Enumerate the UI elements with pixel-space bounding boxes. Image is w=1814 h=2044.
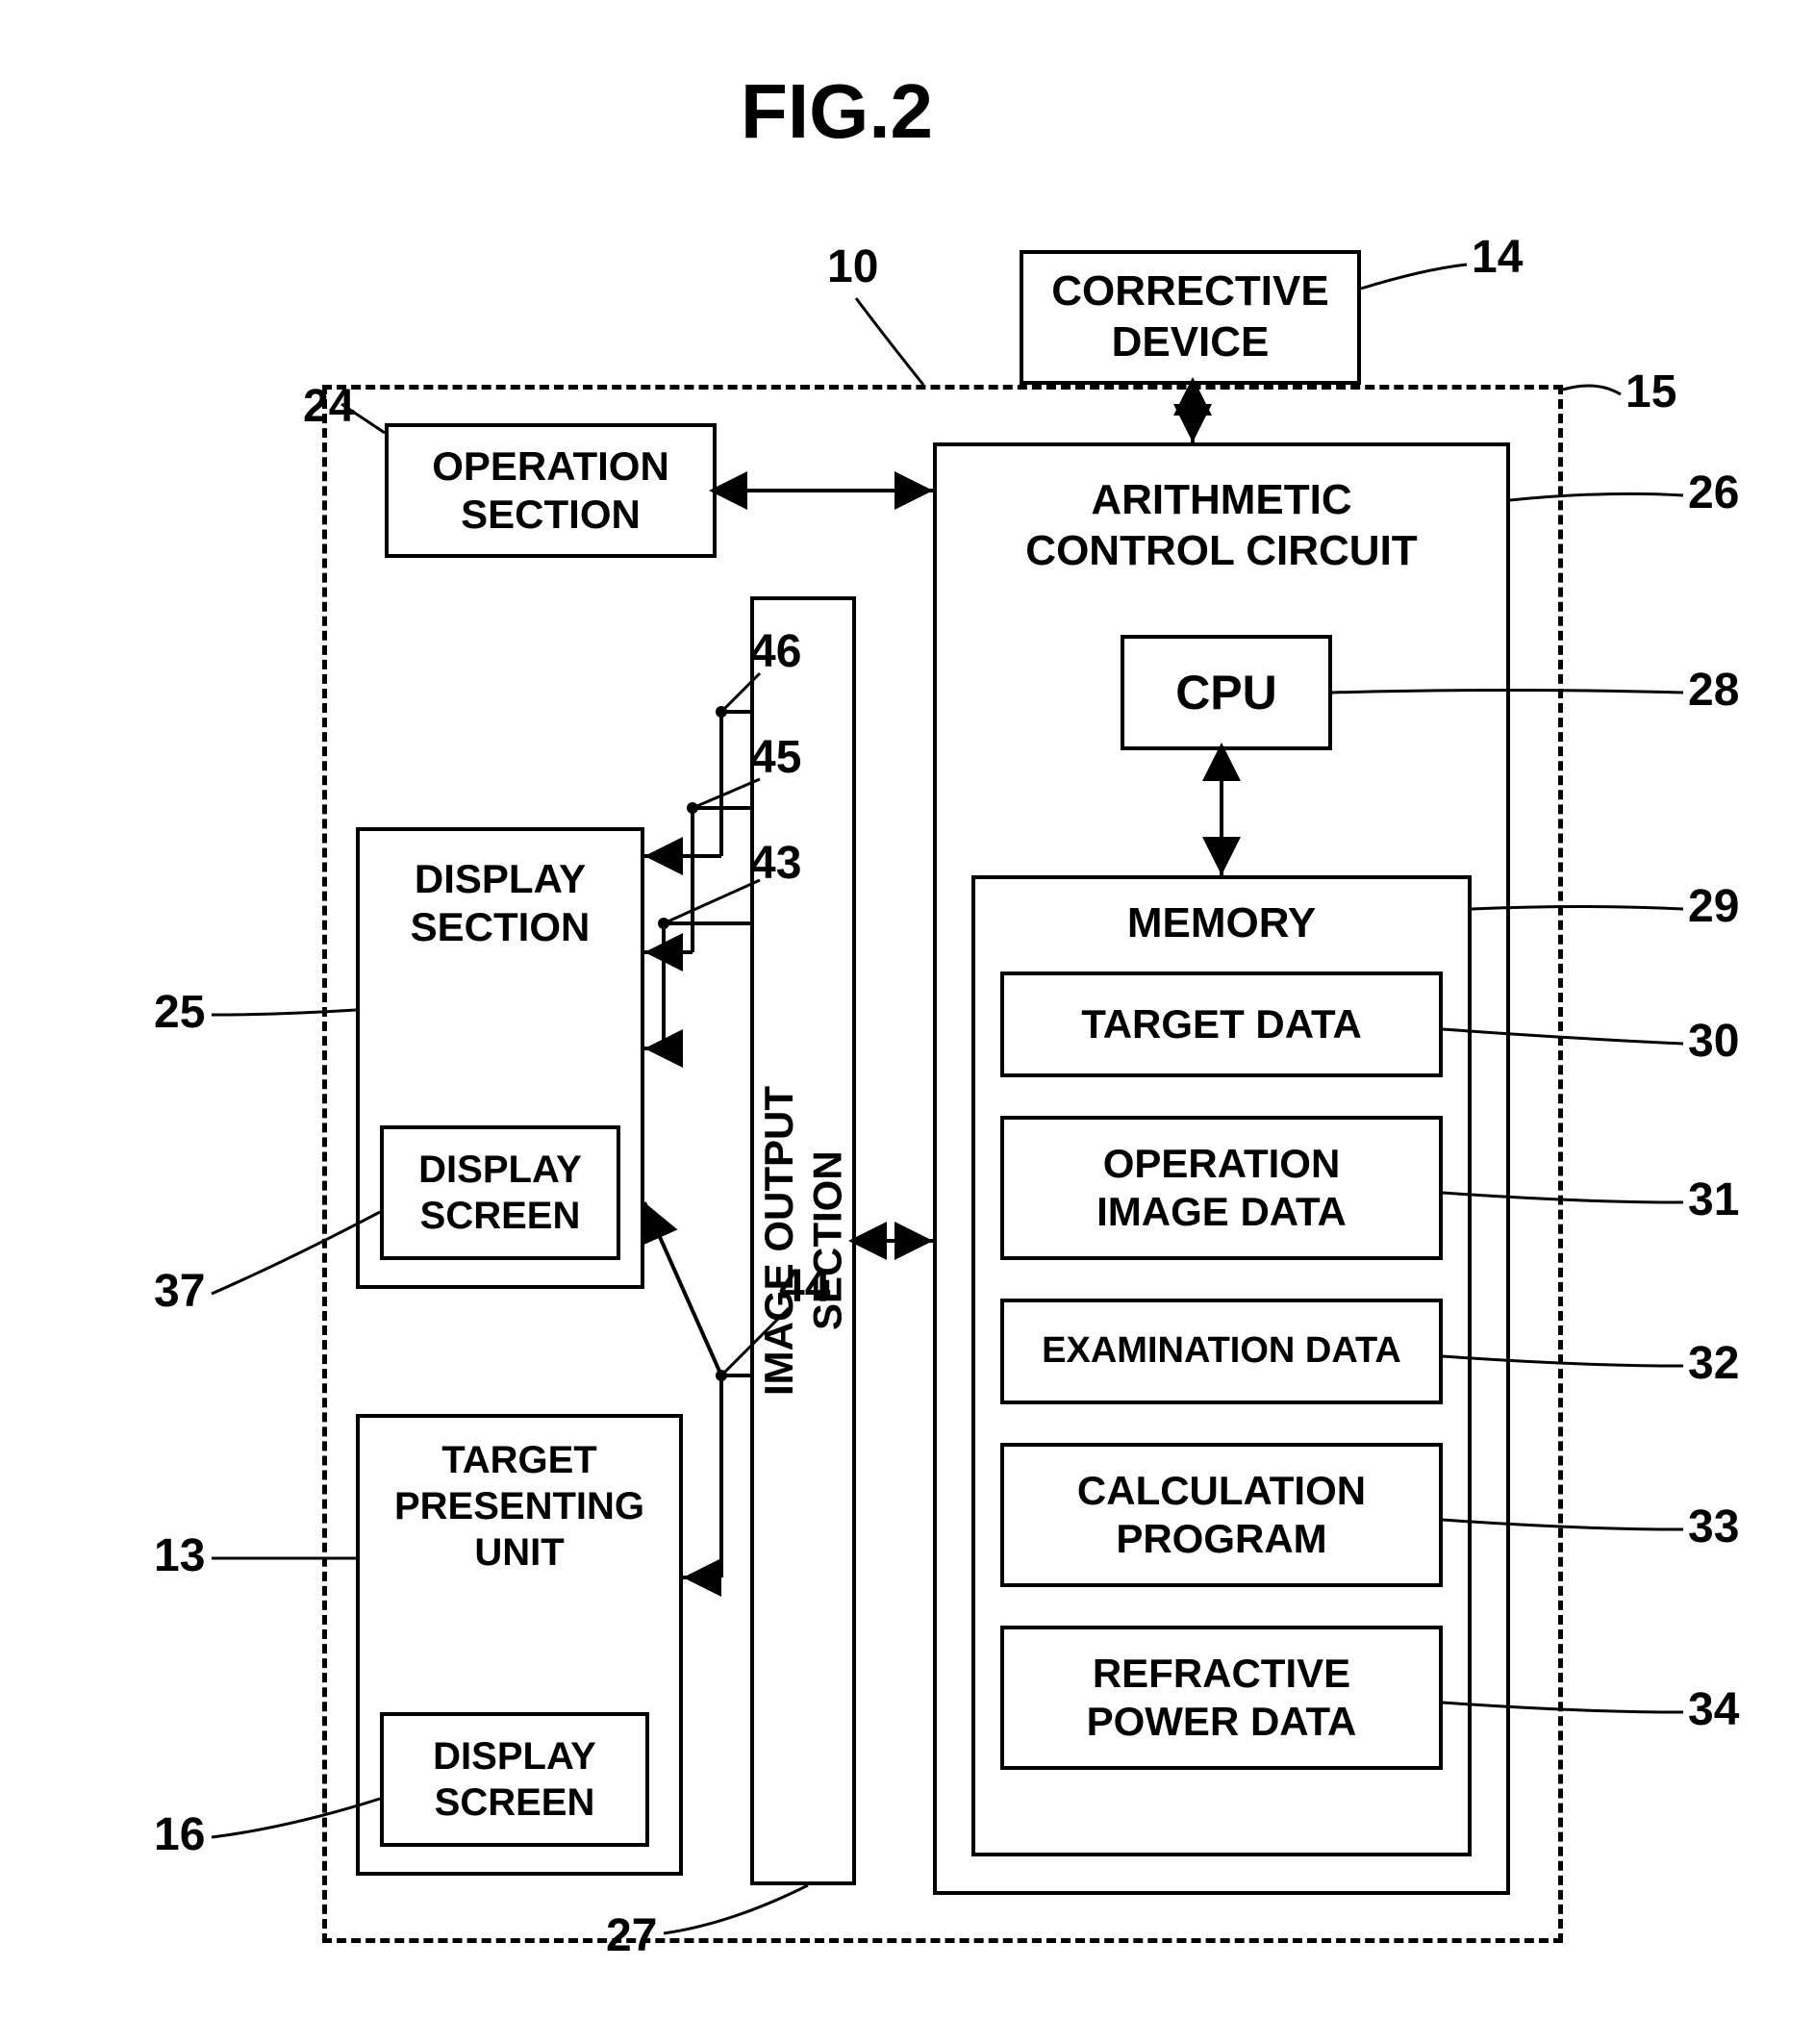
calc-program-label: CALCULATION PROGRAM [1077,1467,1366,1564]
operation-section-box: OPERATION SECTION [385,423,717,558]
ref-33: 33 [1688,1501,1739,1553]
image-output-label: IMAGE OUTPUT SECTION [755,1086,852,1396]
refractive-box: REFRACTIVE POWER DATA [1000,1626,1443,1770]
exam-data-box: EXAMINATION DATA [1000,1299,1443,1404]
ref-44: 44 [779,1260,830,1313]
ref-31: 31 [1688,1173,1739,1226]
display-screen-2-box: DISPLAY SCREEN [380,1712,649,1847]
display-section-label: DISPLAY SECTION [411,855,591,952]
ref-28: 28 [1688,664,1739,717]
ref-15: 15 [1625,366,1676,418]
refractive-label: REFRACTIVE POWER DATA [1087,1650,1357,1747]
target-data-label: TARGET DATA [1081,1000,1362,1048]
cpu-box: CPU [1121,635,1332,750]
target-data-box: TARGET DATA [1000,972,1443,1077]
ref-14: 14 [1472,231,1523,284]
ref-43: 43 [750,837,801,890]
calc-program-box: CALCULATION PROGRAM [1000,1443,1443,1587]
arithmetic-label: ARITHMETIC CONTROL CIRCUIT [1025,475,1417,577]
ref-32: 32 [1688,1337,1739,1390]
cpu-label: CPU [1175,664,1277,721]
exam-data-label: EXAMINATION DATA [1042,1329,1401,1374]
ref-46: 46 [750,625,801,678]
image-output-box: IMAGE OUTPUT SECTION [750,596,856,1885]
corrective-device-box: CORRECTIVE DEVICE [1020,250,1361,385]
memory-label: MEMORY [1127,898,1316,949]
display-screen-1-label: DISPLAY SCREEN [418,1147,582,1239]
ref-45: 45 [750,731,801,784]
ref-27: 27 [606,1909,657,1962]
figure-title: FIG.2 [741,67,933,156]
operation-section-label: OPERATION SECTION [432,442,669,540]
ref-25: 25 [154,986,205,1039]
ref-29: 29 [1688,880,1739,933]
ref-10: 10 [827,240,878,293]
display-screen-2-label: DISPLAY SCREEN [433,1733,596,1826]
ref-34: 34 [1688,1683,1739,1736]
corrective-device-label: CORRECTIVE DEVICE [1051,266,1328,368]
ref-26: 26 [1688,467,1739,519]
op-image-data-box: OPERATION IMAGE DATA [1000,1116,1443,1260]
ref-16: 16 [154,1808,205,1861]
display-screen-1-box: DISPLAY SCREEN [380,1125,620,1260]
ref-24: 24 [303,380,354,433]
ref-30: 30 [1688,1015,1739,1068]
ref-37: 37 [154,1265,205,1318]
ref-13: 13 [154,1529,205,1582]
op-image-data-label: OPERATION IMAGE DATA [1096,1140,1347,1237]
target-presenting-label: TARGET PRESENTING UNIT [394,1437,644,1576]
